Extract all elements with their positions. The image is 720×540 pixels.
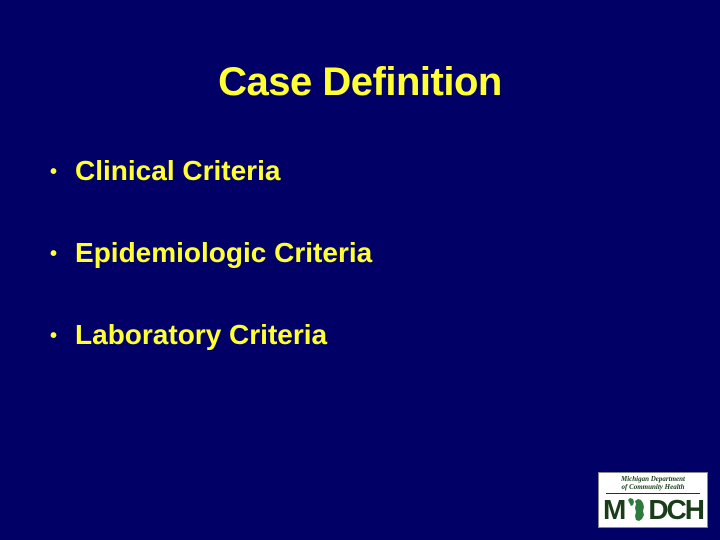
bullet-item: • Clinical Criteria [50,155,720,189]
bullet-item: • Laboratory Criteria [50,319,720,353]
slide: Case Definition • Clinical Criteria • Ep… [0,0,720,540]
slide-title: Case Definition [0,0,720,125]
bullet-marker-icon: • [50,155,57,189]
logo-letter-dch: DCH [648,496,703,524]
bullet-text: Laboratory Criteria [75,319,327,351]
michigan-state-icon [625,496,647,524]
logo-main: M DCH [603,496,703,524]
logo-dept-line2: of Community Health [621,484,684,492]
bullet-list: • Clinical Criteria • Epidemiologic Crit… [0,125,720,353]
logo-letter-m: M [603,496,624,524]
bullet-item: • Epidemiologic Criteria [50,237,720,271]
bullet-text: Epidemiologic Criteria [75,237,372,269]
mdch-logo: Michigan Department of Community Health … [598,472,708,528]
bullet-text: Clinical Criteria [75,155,280,187]
bullet-marker-icon: • [50,319,57,353]
bullet-marker-icon: • [50,237,57,271]
